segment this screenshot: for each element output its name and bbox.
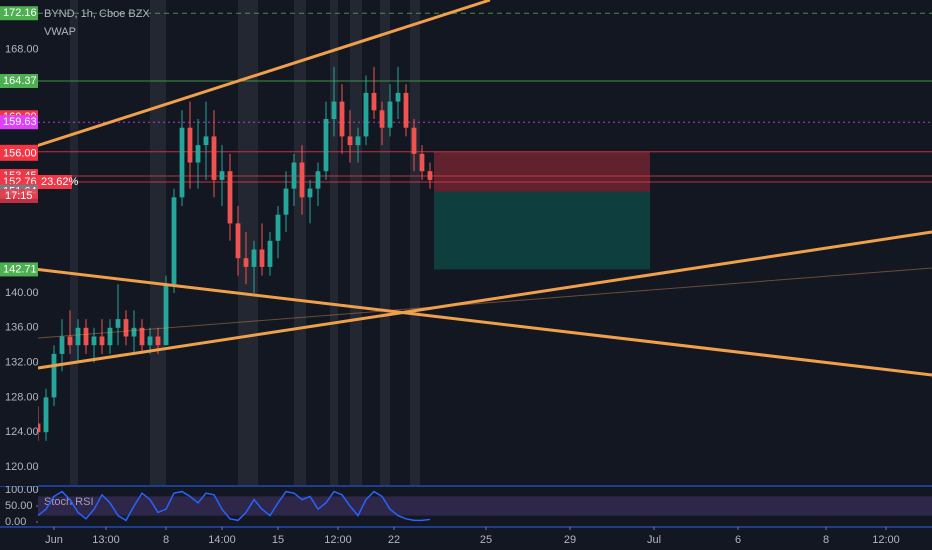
candle-body: [179, 127, 185, 198]
candle-body: [307, 188, 313, 198]
stoch-line: [37, 490, 431, 522]
candle-body: [387, 101, 393, 128]
price-label-bg: [0, 262, 38, 277]
candle-body: [347, 136, 353, 146]
candle-body: [419, 153, 425, 172]
candle-body: [371, 92, 377, 111]
stoch-tick-label: 0.00: [5, 516, 26, 528]
candle-body: [115, 319, 121, 328]
y-tick-label: 168.00: [5, 43, 39, 55]
x-tick-label: 6: [735, 534, 741, 546]
change-label: 23.62%: [41, 176, 79, 188]
price-label: 156.00: [3, 148, 37, 160]
candle-body: [267, 240, 273, 267]
candle-body: [187, 127, 193, 163]
candle-body: [155, 336, 161, 346]
candle-body: [315, 171, 321, 189]
pane-title: Stoch RSI: [44, 496, 94, 508]
candle-body: [299, 162, 305, 198]
candle-body: [411, 127, 417, 154]
target-zone: [434, 191, 650, 270]
candle-body: [219, 171, 225, 180]
candle-body: [51, 353, 57, 398]
candle-body: [251, 249, 257, 267]
price-label: 172.16: [3, 7, 37, 19]
price-label-bg: [0, 6, 38, 21]
candle-body: [75, 327, 81, 346]
candle-body: [427, 171, 433, 180]
x-tick-label: 14:00: [208, 534, 236, 546]
x-tick-label: Jul: [647, 534, 661, 546]
candle-body: [147, 336, 153, 346]
x-tick-label: 12:00: [324, 534, 352, 546]
axis-bg: [0, 0, 38, 486]
candle-body: [123, 319, 129, 337]
stoch-tick-label: 50.00: [5, 500, 33, 512]
candle-body: [283, 188, 289, 215]
candle-body: [235, 223, 241, 259]
candle-body: [355, 136, 361, 146]
x-tick-label: 8: [823, 534, 829, 546]
candle-body: [99, 336, 105, 346]
price-label-bg: [0, 146, 38, 161]
stop-zone: [434, 151, 650, 192]
countdown-label: 17:15: [5, 190, 33, 202]
price-label-bg: [0, 73, 38, 88]
y-tick-label: 128.00: [5, 391, 39, 403]
candle-body: [331, 101, 337, 120]
candle-body: [131, 327, 137, 337]
candle-body: [203, 136, 209, 146]
session-shading: [70, 0, 420, 485]
trend-lines: [0, 0, 932, 377]
y-tick-label: 124.00: [5, 426, 39, 438]
candle-body: [139, 327, 145, 346]
candle-body: [91, 336, 97, 346]
candle-body: [211, 136, 217, 180]
candle-body: [259, 249, 265, 267]
candle-body: [227, 171, 233, 224]
candle-body: [43, 397, 49, 433]
x-tick-label: 8: [163, 534, 169, 546]
symbol-title: BYND, 1h, Cboe BZX: [44, 8, 150, 20]
candle-body: [403, 92, 409, 128]
x-tick-label: 25: [480, 534, 492, 546]
candle-body: [59, 336, 65, 354]
candle-body: [243, 258, 249, 267]
countdown-bg: [0, 188, 38, 203]
price-label: 164.37: [3, 75, 37, 87]
x-tick-label: 13:00: [92, 534, 120, 546]
price-label-bg: [0, 115, 38, 130]
x-tick-label: 15: [272, 534, 284, 546]
candle-body: [275, 214, 281, 241]
change-bg: [38, 174, 72, 189]
candle-body: [323, 119, 329, 172]
indicator-name: VWAP: [44, 26, 76, 38]
stoch-tick-label: 100.00: [5, 484, 39, 496]
price-label: 142.71: [3, 263, 37, 275]
candle-body: [363, 92, 369, 137]
y-tick-label: 140.00: [5, 287, 39, 299]
candle-body: [379, 110, 385, 128]
candle-body: [163, 284, 169, 346]
stoch-band: [38, 496, 932, 516]
y-tick-label: 132.00: [5, 357, 39, 369]
candle-body: [83, 327, 89, 346]
candle-body: [107, 327, 113, 346]
price-label: 159.63: [3, 116, 37, 128]
y-tick-label: 136.00: [5, 322, 39, 334]
x-tick-label: 29: [564, 534, 576, 546]
y-tick-label: 120.00: [5, 461, 39, 473]
x-tick-label: 12:00: [872, 534, 900, 546]
x-tick-label: Jun: [45, 534, 63, 546]
candle-body: [171, 197, 177, 285]
candle-body: [195, 145, 201, 163]
candle-body: [395, 92, 401, 102]
candle-body: [291, 162, 297, 189]
candle-body: [339, 101, 345, 137]
candle-body: [67, 336, 73, 346]
x-tick-label: 22: [388, 534, 400, 546]
